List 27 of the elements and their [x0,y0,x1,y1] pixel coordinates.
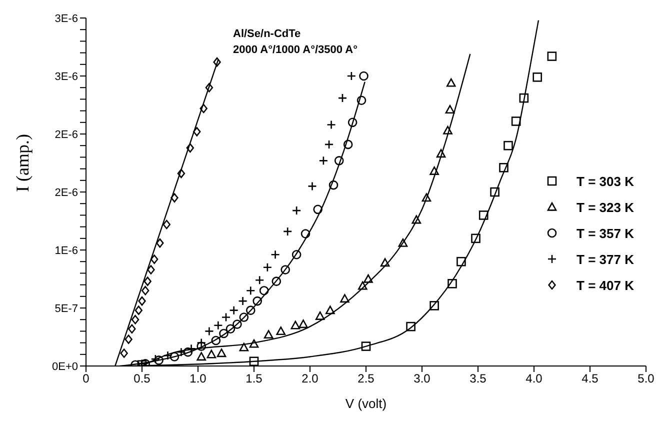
annotation: 2000 A°/1000 A°/3500 A° [233,43,358,58]
annotation: Al/Se/n-CdTe [233,27,302,42]
y-tick-label: 1E-6 [54,244,78,257]
legend-label: T = 303 K [576,174,634,188]
x-tick-label: 2.0 [302,372,319,386]
x-tick-label: 1.5 [246,372,263,386]
x-tick-label: 0.5 [134,372,151,386]
y-tick-label: 3E-6 [54,12,78,25]
y-tick-label: 5E-7 [54,302,78,315]
legend-label: T = 323 K [576,200,634,214]
x-tick-label: 4.5 [582,372,599,386]
x-tick-label: 0 [82,372,90,386]
y-tick-label: 2E-6 [54,186,78,199]
y-tick-label: 0E+0 [52,360,78,373]
y-tick-label: 3E-6 [54,70,78,83]
x-axis-title: V (volt) [345,396,387,411]
y-tick-label: 2E-6 [54,128,78,141]
x-tick-label: 2.5 [358,372,375,386]
y-axis-title: I (amp.) [12,134,32,192]
x-tick-label: 3.0 [414,372,431,386]
legend-label: T = 407 K [576,278,634,292]
x-tick-label: 1.0 [190,372,207,386]
legend-label: T = 377 K [576,252,634,266]
x-tick-label: 4.0 [526,372,543,386]
legend-label: T = 357 K [576,226,634,240]
x-tick-label: 3.5 [470,372,487,386]
x-tick-label: 5.0 [638,372,655,386]
